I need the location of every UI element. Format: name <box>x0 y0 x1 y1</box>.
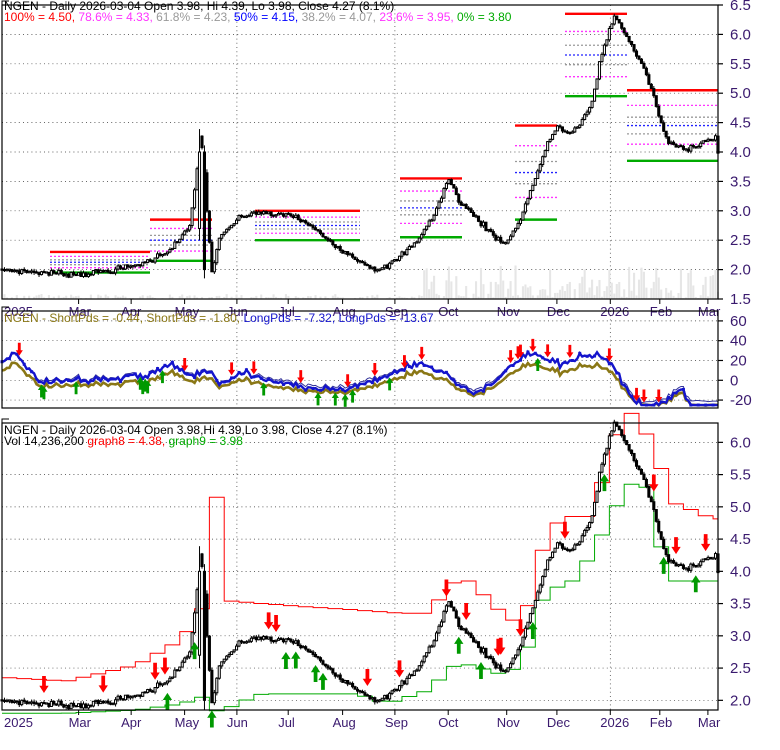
svg-text:Feb: Feb <box>650 715 672 730</box>
svg-text:5.5: 5.5 <box>730 467 751 484</box>
svg-text:May: May <box>175 715 200 730</box>
svg-text:2.5: 2.5 <box>730 232 751 249</box>
svg-text:5.0: 5.0 <box>730 85 751 102</box>
svg-text:Jun: Jun <box>227 715 248 730</box>
svg-text:4.5: 4.5 <box>730 115 751 132</box>
svg-text:Mar: Mar <box>698 715 721 730</box>
svg-text:Aug: Aug <box>333 715 356 730</box>
svg-text:3.5: 3.5 <box>730 173 751 190</box>
svg-text:2.5: 2.5 <box>730 660 751 677</box>
svg-text:2026: 2026 <box>600 715 629 730</box>
svg-text:3.0: 3.0 <box>730 628 751 645</box>
svg-text:1.5: 1.5 <box>730 291 751 308</box>
svg-text:4.5: 4.5 <box>730 531 751 548</box>
svg-text:20: 20 <box>730 352 747 369</box>
svg-text:-20: -20 <box>730 392 752 409</box>
svg-text:3.5: 3.5 <box>730 596 751 613</box>
svg-text:2.0: 2.0 <box>730 692 751 709</box>
svg-text:60: 60 <box>730 313 747 330</box>
svg-text:3.0: 3.0 <box>730 203 751 220</box>
svg-text:Mar: Mar <box>69 715 92 730</box>
svg-text:Jul: Jul <box>278 715 295 730</box>
svg-text:40: 40 <box>730 333 747 350</box>
svg-text:6.0: 6.0 <box>730 434 751 451</box>
svg-text:5.0: 5.0 <box>730 499 751 516</box>
svg-text:4.0: 4.0 <box>730 563 751 580</box>
svg-text:2025: 2025 <box>4 715 33 730</box>
svg-text:2.0: 2.0 <box>730 262 751 279</box>
svg-text:4.0: 4.0 <box>730 144 751 161</box>
svg-text:Nov: Nov <box>497 715 521 730</box>
svg-text:6.5: 6.5 <box>730 0 751 14</box>
svg-text:0: 0 <box>730 372 738 389</box>
svg-text:Apr: Apr <box>121 715 142 730</box>
svg-text:5.5: 5.5 <box>730 56 751 73</box>
svg-text:6.0: 6.0 <box>730 26 751 43</box>
svg-text:Sep: Sep <box>385 715 408 730</box>
svg-text:Oct: Oct <box>438 715 459 730</box>
svg-text:Dec: Dec <box>547 715 571 730</box>
